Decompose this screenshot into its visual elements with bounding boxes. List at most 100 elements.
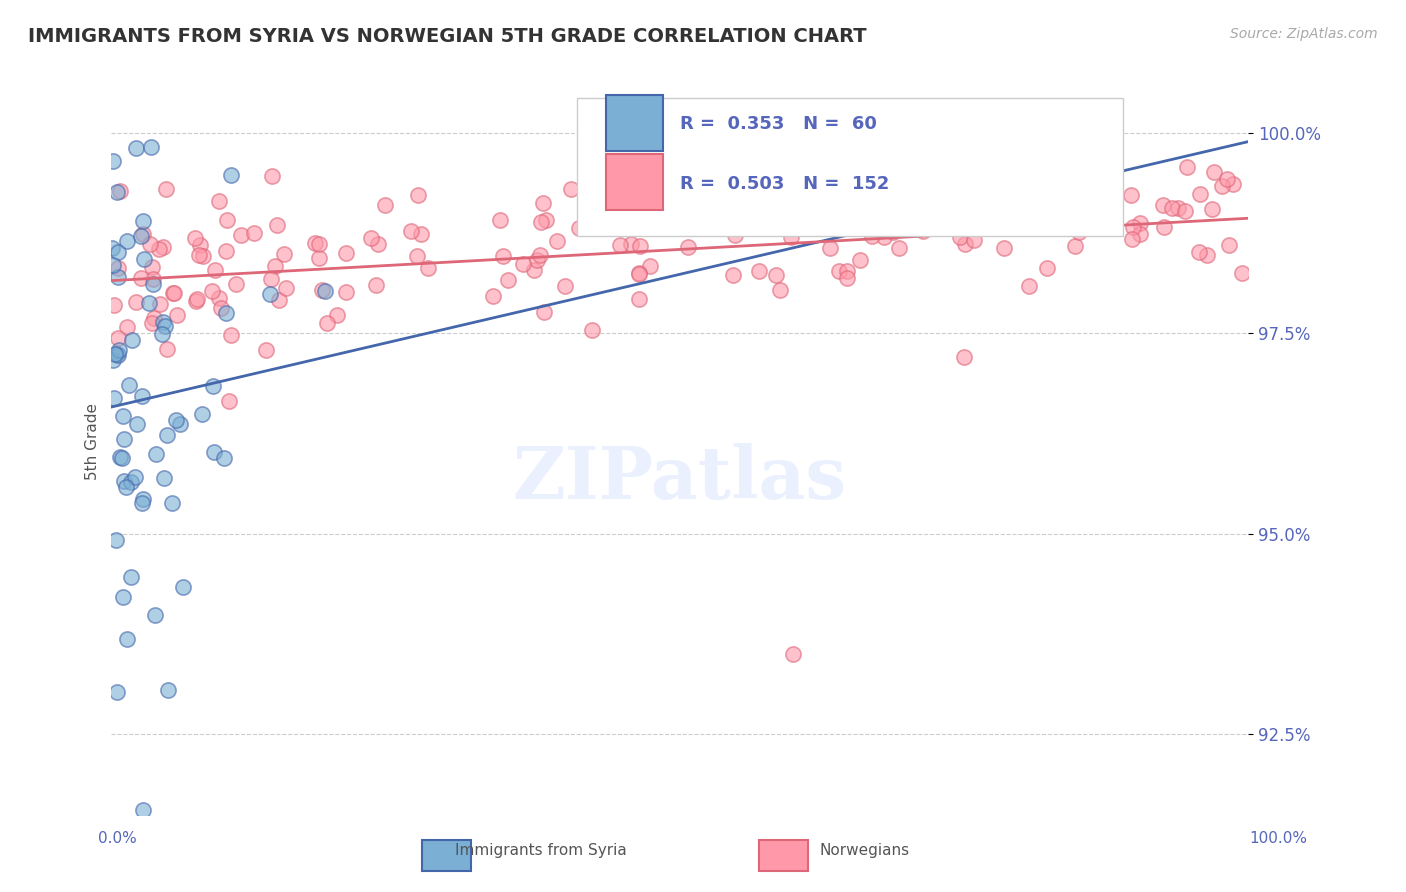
Point — [1067, 191, 1090, 205]
Point — [132, 491, 155, 506]
Point — [131, 496, 153, 510]
Point — [107, 244, 129, 259]
Point — [139, 237, 162, 252]
Point — [141, 316, 163, 330]
Point — [308, 251, 330, 265]
Point — [1167, 201, 1189, 215]
FancyBboxPatch shape — [606, 95, 662, 151]
Point — [155, 428, 177, 442]
Point — [163, 285, 186, 300]
Point — [273, 246, 295, 260]
Point — [335, 246, 357, 260]
Text: ZIPatlas: ZIPatlas — [513, 443, 846, 515]
Point — [782, 647, 804, 661]
Point — [145, 447, 167, 461]
Point — [138, 296, 160, 310]
Point — [807, 188, 830, 202]
Point — [208, 194, 231, 208]
Point — [259, 287, 281, 301]
Point — [360, 231, 382, 245]
Point — [1129, 216, 1152, 230]
Text: Immigrants from Syria: Immigrants from Syria — [456, 843, 627, 857]
Point — [1188, 187, 1211, 202]
Point — [1018, 279, 1040, 293]
Point — [496, 273, 519, 287]
FancyBboxPatch shape — [578, 98, 1123, 236]
Point — [274, 280, 297, 294]
Point — [112, 590, 135, 604]
Point — [218, 393, 240, 408]
Point — [882, 225, 904, 239]
Point — [1153, 219, 1175, 234]
Point — [1218, 237, 1240, 252]
Point — [533, 304, 555, 318]
Point — [1121, 232, 1143, 246]
Point — [131, 213, 153, 227]
Point — [103, 298, 125, 312]
Point — [955, 237, 977, 252]
Point — [143, 311, 166, 326]
Point — [1201, 202, 1223, 216]
Text: R =  0.353   N =  60: R = 0.353 N = 60 — [679, 115, 876, 134]
Point — [828, 264, 851, 278]
Point — [129, 229, 152, 244]
Point — [212, 451, 235, 466]
Point — [142, 272, 165, 286]
Point — [1211, 179, 1233, 194]
Point — [148, 242, 170, 256]
Point — [963, 233, 986, 247]
Point — [112, 474, 135, 488]
Point — [526, 253, 548, 268]
Point — [1090, 158, 1112, 172]
Point — [1188, 245, 1211, 260]
Point — [724, 227, 747, 242]
Text: IMMIGRANTS FROM SYRIA VS NORWEGIAN 5TH GRADE CORRELATION CHART: IMMIGRANTS FROM SYRIA VS NORWEGIAN 5TH G… — [28, 27, 866, 45]
Point — [260, 271, 283, 285]
Point — [769, 283, 792, 297]
Point — [489, 213, 512, 227]
Point — [139, 140, 162, 154]
Point — [150, 326, 173, 341]
Point — [492, 249, 515, 263]
Point — [169, 417, 191, 431]
Point — [108, 343, 131, 357]
Point — [162, 495, 184, 509]
Point — [325, 308, 347, 322]
FancyBboxPatch shape — [606, 154, 662, 211]
Point — [1161, 201, 1184, 215]
Point — [523, 263, 546, 277]
Text: 0.0%: 0.0% — [98, 831, 138, 846]
Point — [204, 262, 226, 277]
Point — [534, 213, 557, 227]
Point — [105, 685, 128, 699]
Point — [153, 319, 176, 334]
Point — [1122, 220, 1144, 235]
Point — [103, 391, 125, 405]
Point — [142, 277, 165, 291]
Point — [835, 264, 858, 278]
Point — [112, 433, 135, 447]
Point — [145, 608, 167, 623]
Point — [107, 331, 129, 345]
Point — [162, 285, 184, 300]
Point — [314, 284, 336, 298]
Point — [628, 239, 651, 253]
Point — [165, 413, 187, 427]
Point — [1067, 225, 1090, 239]
Point — [108, 450, 131, 464]
Point — [1035, 260, 1057, 275]
Point — [215, 306, 238, 320]
Point — [141, 260, 163, 275]
Point — [186, 294, 208, 309]
Point — [997, 210, 1019, 224]
Point — [108, 184, 131, 198]
Point — [1232, 266, 1254, 280]
Point — [873, 229, 896, 244]
Point — [254, 343, 277, 357]
Point — [623, 156, 645, 170]
Point — [129, 271, 152, 285]
Point — [953, 163, 976, 178]
Point — [311, 283, 333, 297]
Point — [201, 378, 224, 392]
Point — [107, 269, 129, 284]
